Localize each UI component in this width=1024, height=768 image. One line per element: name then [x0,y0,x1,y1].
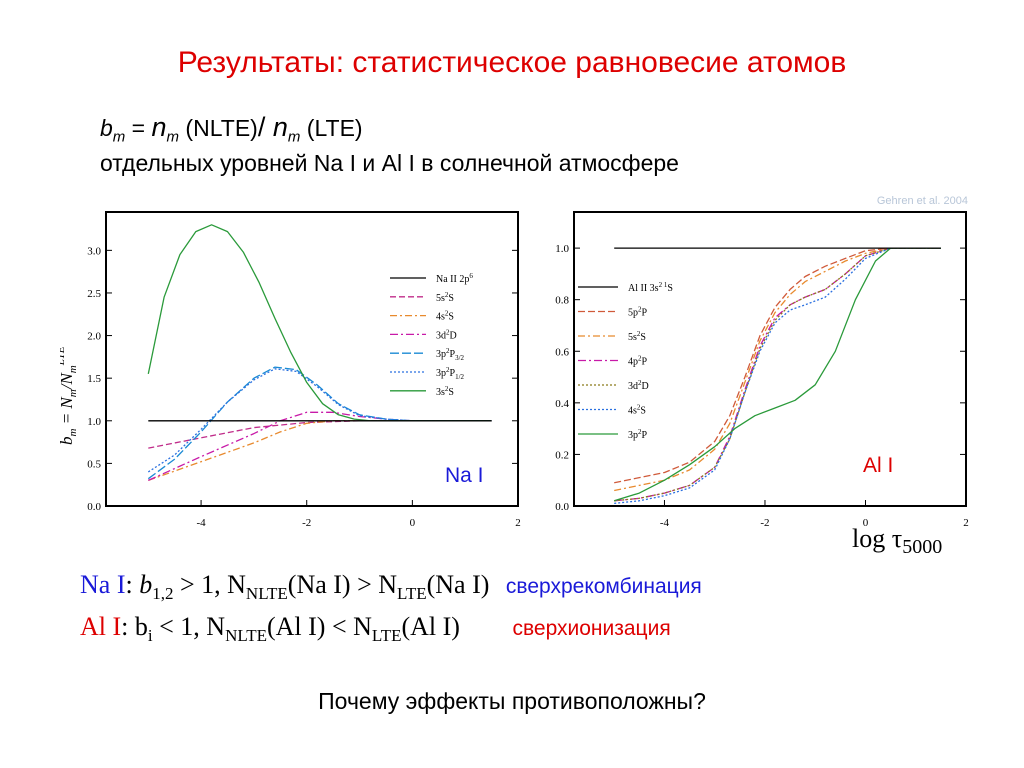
al-series-line-2 [614,247,941,492]
al-series-line-6 [614,247,941,502]
conclusion-al-nlte: NLTE [225,626,267,646]
formula-b: b [100,115,113,141]
al-panel-label: Al I [863,454,893,477]
na-ytick-label: 1.5 [87,373,101,385]
conclusion-al-mid: (Al I) < N [266,612,372,641]
conclusion-na-end: (Na I) [426,570,490,599]
al-ytick-label: 0.8 [555,295,569,307]
conclusion-al-lte: LTE [371,626,402,646]
al-legend-label-4: 3d2D [628,379,649,392]
na-plot-frame [105,211,519,507]
formula-n2: n [272,112,288,142]
al-ytick-label: 0.2 [555,449,569,461]
conclusion-al: Al I: bi < 1, NNLTE(Al I) < NLTE(Al I) с… [80,612,671,646]
al-legend-label-5: 4s2S [628,404,646,417]
al-legend-label-3: 4p2P [628,355,648,368]
formula-n-sub: m [166,128,180,146]
subtitle: отдельных уровней Na I и Al I в солнечно… [100,150,679,176]
formula-n2-sub: m [287,128,301,146]
na-series-line-2 [148,420,492,482]
na-xtick-label: 2 [515,517,521,529]
question: Почему эффекты противоположны? [318,688,706,714]
na-series-line-3 [148,411,492,481]
conclusion-na-b-sub: 1,2 [152,584,174,604]
page-title: Результаты: статистическое равновесие ат… [177,46,847,79]
formula: bm = nm (NLTE)/ nm (LTE) [100,112,363,146]
formula-nlte: (NLTE) [179,115,258,141]
al-legend-label-2: 5s2S [628,330,646,343]
conclusion-na-mid: (Na I) > N [287,570,398,599]
conclusion-na-note: сверхрекомбинация [505,575,702,598]
conclusion-al-b-sub: i [147,626,153,646]
na-legend-label-4: 3p2P3/2 [436,347,465,362]
na-ytick-label: 3.0 [87,245,101,257]
na-legend-label-0: Na II 2p6 [436,272,473,285]
al-legend-label-0: Al II 3s2 1S [628,281,673,294]
formula-lte: (LTE) [300,115,363,141]
na-xtick-label: -4 [196,517,206,529]
credit: Gehren et al. 2004 [876,195,968,207]
conclusion-al-note: сверхионизация [512,617,671,640]
conclusion-na-ineq: > 1, N [173,570,246,599]
na-ytick-label: 1.0 [87,416,101,428]
conclusion-na-colon: : [125,570,140,599]
al-ytick-label: 0.0 [555,501,569,513]
al-legend-label-1: 5p2P [628,306,648,319]
conclusion-na-element: Na I [80,570,126,599]
al-ytick-label: 0.6 [555,346,569,358]
al-series-line-4 [614,247,941,502]
x-axis-label: log τ5000 [852,524,942,559]
al-series-line-1 [614,247,941,484]
na-legend-label-1: 5s2S [436,291,454,304]
x-axis-label-sub: 5000 [902,536,943,559]
na-ytick-label: 0.0 [87,501,101,513]
al-xtick-label: -4 [660,517,670,529]
conclusion-na-b: b [139,570,153,599]
na-legend-label-3: 3d2D [436,328,457,341]
formula-slash: / [257,112,273,142]
conclusion-na-nlte: NLTE [245,584,288,604]
x-axis-label-log: log [852,524,892,553]
na-legend-label-6: 3s2S [436,385,454,398]
formula-eq: = [125,115,152,141]
na-panel-label: Na I [445,464,484,487]
al-plot-frame [573,211,967,507]
conclusion-al-ineq: < 1, N [152,612,226,641]
al-xtick-label: -2 [760,517,769,529]
na-y-axis-label: bm = Nm/NmLTE [60,346,79,445]
na-xtick-label: -2 [302,517,311,529]
al-xtick-label: 2 [963,517,969,529]
conclusion-al-b: b [134,612,148,641]
conclusion-na: Na I: b1,2 > 1, NNLTE(Na I) > NLTE(Na I)… [80,570,702,604]
x-axis-label-tau: τ [891,524,903,553]
conclusion-al-element: Al I [80,612,122,641]
na-ytick-label: 0.5 [87,458,101,470]
al-ytick-label: 0.4 [555,398,569,410]
formula-b-sub: m [112,128,126,146]
na-ytick-label: 2.5 [87,288,101,300]
conclusion-al-colon: : [121,612,135,641]
formula-n: n [151,112,167,142]
conclusion-na-lte: LTE [397,584,427,604]
conclusion-al-end: (Al I) [401,612,460,641]
chart-al: 0.0 0.2 0.4 0.6 0.8 1.0 -4 -2 0 2 Al II 3s2 1S 5p2P… [555,211,969,529]
chart-na: 0.0 0.5 1.0 1.5 2.0 2.5 3.0 -4 -2 0 2 Na II 2p6 5s2S… [60,211,521,529]
na-series-line-4 [147,366,492,480]
al-legend-label-6: 3p2P [628,428,648,441]
na-legend-label-5: 3p2P1/2 [436,366,465,381]
na-ytick-label: 2.0 [87,331,101,343]
na-legend-label-2: 4s2S [436,310,454,323]
na-xtick-label: 0 [410,517,416,529]
na-series-line-1 [148,420,492,449]
al-series-line-5 [614,247,941,505]
al-xtick-label: 0 [863,517,869,529]
al-ytick-label: 1.0 [555,243,569,255]
